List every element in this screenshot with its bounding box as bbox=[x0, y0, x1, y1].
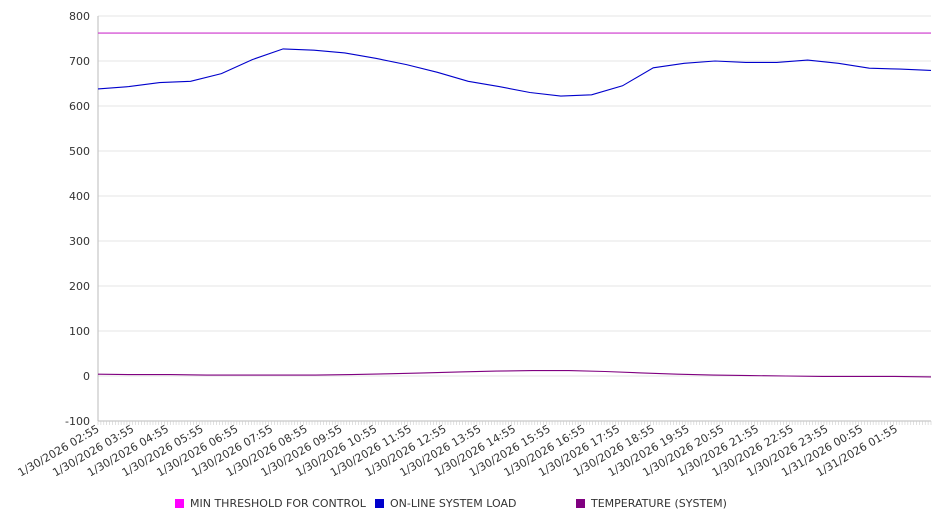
y-tick-label: 700 bbox=[69, 55, 90, 68]
y-tick-label: 200 bbox=[69, 280, 90, 293]
y-tick-label: -100 bbox=[65, 415, 90, 428]
y-tick-label: 500 bbox=[69, 145, 90, 158]
legend-swatch bbox=[375, 499, 384, 508]
legend-item: MIN THRESHOLD FOR CONTROL bbox=[175, 497, 366, 510]
legend-label: TEMPERATURE (SYSTEM) bbox=[591, 497, 727, 510]
y-tick-label: 100 bbox=[69, 325, 90, 338]
legend-swatch bbox=[576, 499, 585, 508]
legend-swatch bbox=[175, 499, 184, 508]
legend-item: ON-LINE SYSTEM LOAD bbox=[375, 497, 516, 510]
legend-label: MIN THRESHOLD FOR CONTROL bbox=[190, 497, 366, 510]
legend: MIN THRESHOLD FOR CONTROL ON-LINE SYSTEM … bbox=[0, 497, 946, 515]
y-tick-label: 400 bbox=[69, 190, 90, 203]
y-tick-label: 300 bbox=[69, 235, 90, 248]
legend-label: ON-LINE SYSTEM LOAD bbox=[390, 497, 517, 510]
y-tick-label: 800 bbox=[69, 10, 90, 23]
system-load-line bbox=[97, 48, 932, 97]
legend-item: TEMPERATURE (SYSTEM) bbox=[576, 497, 727, 510]
temperature-line bbox=[97, 370, 932, 378]
y-tick-label: 0 bbox=[83, 370, 90, 383]
y-tick-label: 600 bbox=[69, 100, 90, 113]
